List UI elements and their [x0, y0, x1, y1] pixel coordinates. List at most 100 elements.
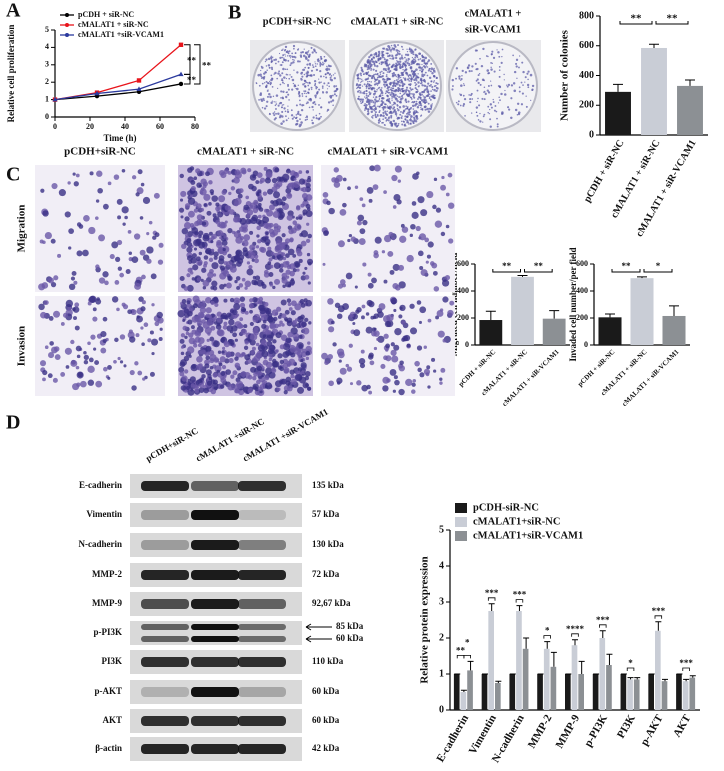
cell: [239, 353, 244, 358]
colony: [305, 51, 308, 55]
y-tick-label: 3: [45, 60, 49, 69]
cell: [392, 205, 397, 209]
colony: [386, 110, 389, 112]
colony: [308, 81, 311, 85]
colony: [396, 107, 399, 110]
colony: [426, 107, 429, 111]
cell: [233, 255, 239, 261]
colony: [417, 76, 420, 79]
colony: [357, 77, 360, 80]
annotation: ***: [679, 658, 693, 668]
colony: [296, 60, 300, 63]
cell: [409, 233, 413, 238]
colony: [289, 57, 292, 59]
colony: [379, 114, 383, 117]
cell: [445, 192, 450, 197]
cell: [371, 277, 377, 284]
cell: [42, 210, 49, 217]
colony: [283, 82, 285, 85]
colony: [420, 104, 423, 107]
cell: [284, 309, 290, 315]
colony: [330, 78, 334, 82]
cell: [305, 299, 312, 307]
cell: [388, 231, 394, 237]
colony: [430, 83, 432, 86]
cell: [282, 284, 286, 289]
blot-size: 130 kDa: [312, 539, 344, 549]
cell: [282, 173, 290, 182]
cell: [366, 187, 374, 194]
cell: [206, 210, 212, 216]
cell: [437, 330, 445, 338]
colony: [433, 75, 436, 78]
colony: [471, 65, 474, 68]
colony: [390, 44, 393, 47]
cell: [423, 345, 427, 349]
colony: [430, 90, 432, 92]
colony: [498, 65, 501, 68]
cell: [259, 246, 265, 253]
colony: [521, 92, 524, 95]
colony: [314, 83, 317, 85]
colony: [424, 63, 427, 65]
colony: [461, 69, 464, 73]
colony: [423, 96, 427, 99]
colony: [391, 65, 394, 68]
bracket: [487, 597, 496, 601]
cell: [411, 389, 416, 394]
colony: [518, 66, 520, 69]
colony: [307, 91, 309, 94]
cell: [396, 199, 402, 205]
colony: [311, 64, 314, 66]
colony: [406, 107, 409, 110]
annotation: **: [622, 261, 632, 271]
x-tick-label: p-AKT: [638, 712, 666, 748]
cell: [256, 225, 261, 231]
cell: [220, 371, 226, 376]
colony: [400, 56, 403, 59]
colony: [417, 104, 420, 106]
cell: [335, 174, 343, 182]
colony: [393, 68, 396, 71]
band: [141, 624, 189, 630]
cell: [385, 343, 391, 349]
cell: [346, 366, 353, 372]
cell: [205, 355, 210, 361]
cell: [290, 374, 295, 379]
colony: [318, 81, 321, 84]
cell: [245, 195, 250, 200]
cell: [216, 369, 221, 374]
colony: [401, 97, 404, 100]
y-tick-label: 5: [45, 25, 49, 34]
colony: [402, 111, 405, 114]
colony: [501, 55, 503, 58]
colony: [527, 86, 530, 89]
cell: [225, 260, 233, 268]
annotation: *: [628, 658, 633, 668]
cell: [369, 165, 376, 172]
colony: [314, 94, 317, 98]
colony: [421, 59, 424, 63]
colony: [381, 56, 384, 59]
colony: [364, 105, 367, 108]
colony: [320, 81, 322, 83]
cell: [229, 209, 235, 215]
colony: [265, 80, 268, 83]
cell: [196, 182, 202, 188]
cell: [210, 325, 216, 331]
cell: [95, 216, 99, 220]
colony: [404, 118, 407, 121]
colony: [335, 88, 339, 91]
cell: [127, 230, 132, 234]
cell: [196, 355, 203, 363]
colony: [424, 88, 427, 91]
colony: [386, 74, 388, 76]
colony: [499, 99, 501, 102]
cell: [251, 185, 257, 192]
cell: [95, 264, 100, 269]
colony: [384, 116, 387, 120]
colony: [376, 73, 379, 76]
cell: [151, 303, 155, 307]
colony: [416, 115, 418, 117]
cell: [201, 221, 207, 226]
